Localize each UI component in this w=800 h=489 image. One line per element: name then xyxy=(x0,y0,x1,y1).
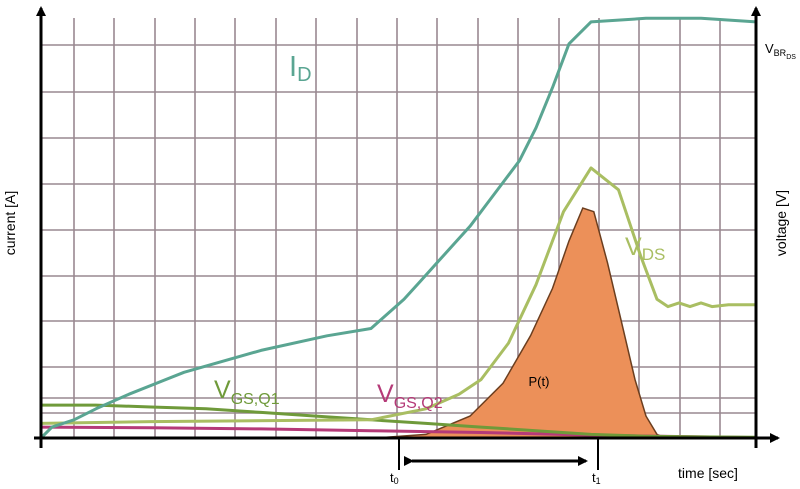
grid xyxy=(40,18,756,438)
x-axis-label: time [sec] xyxy=(678,465,738,481)
series-label-vds-main: V xyxy=(625,233,642,261)
y-axis-left-label: current [A] xyxy=(2,191,18,256)
series-line-id xyxy=(39,16,758,440)
series-label-vgs-q2-main: V xyxy=(377,380,394,408)
t1-sub: 1 xyxy=(596,476,601,486)
t0-label: t0 xyxy=(390,470,399,486)
power-area-p xyxy=(376,207,666,439)
t1-main: t xyxy=(592,470,596,485)
vbr-ds-sub: BR xyxy=(774,48,787,58)
series-label-vds-sub: DS xyxy=(642,245,666,264)
series-label-vds: VDS xyxy=(625,233,665,264)
series-line-vgs-q1 xyxy=(39,403,758,439)
series-label-vgs-q1-main: V xyxy=(214,376,231,404)
series-line-vds xyxy=(39,166,758,425)
series-label-vgs-q2: VGS,Q2 xyxy=(377,380,443,412)
vbr-ds-subsub: DS xyxy=(786,54,796,61)
series-label-id-sub: D xyxy=(297,64,311,86)
series-label-id: ID xyxy=(289,51,312,86)
t1-label: t1 xyxy=(592,470,601,486)
series-label-vgs-q1: VGS,Q1 xyxy=(214,376,280,408)
t0-sub: 0 xyxy=(394,476,399,486)
series-label-vgs-q2-sub: GS,Q2 xyxy=(394,395,443,412)
power-label: P(t) xyxy=(529,374,550,389)
vbr-ds-label: VBRDS xyxy=(765,41,796,61)
series-label-vgs-q1-sub: GS,Q1 xyxy=(231,391,280,408)
t0-main: t xyxy=(390,470,394,485)
y-axis-right-label: voltage [V] xyxy=(773,190,789,256)
vbr-ds-main: V xyxy=(765,41,774,56)
series-label-id-main: I xyxy=(289,51,297,83)
